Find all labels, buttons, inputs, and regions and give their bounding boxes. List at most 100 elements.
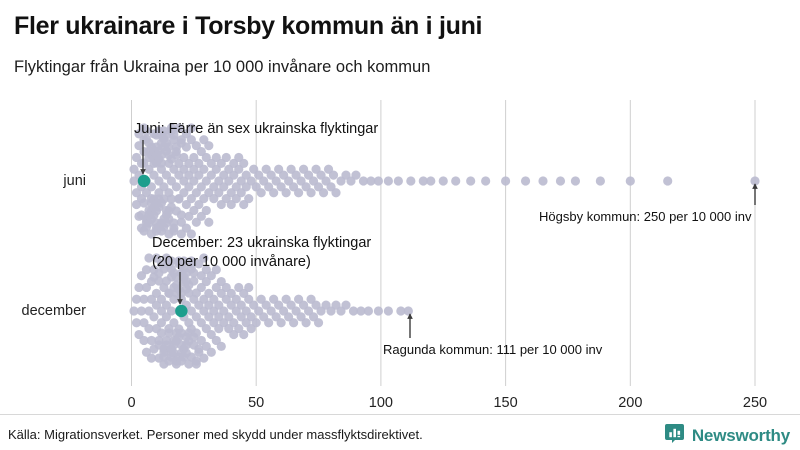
data-point (166, 306, 176, 316)
data-point (184, 359, 194, 369)
data-point (204, 217, 214, 227)
data-point (166, 256, 176, 266)
data-point (131, 294, 142, 304)
footer-divider (0, 414, 800, 415)
brand-name: Newsworthy (691, 426, 790, 445)
data-point (169, 318, 179, 328)
annotation-hogsby: Högsby kommun: 250 per 10 000 inv (539, 209, 752, 224)
x-tick-150: 150 (493, 395, 518, 411)
data-point (146, 335, 157, 346)
data-point (301, 318, 311, 328)
source-note: Källa: Migrationsverket. Personer med sk… (8, 427, 423, 442)
data-point (186, 256, 196, 266)
data-point (186, 123, 196, 133)
data-point (189, 276, 199, 286)
data-point (244, 194, 254, 204)
data-point (139, 335, 149, 346)
data-point (403, 306, 413, 316)
annotation-ragunda: Ragunda kommun: 111 per 10 000 inv (383, 342, 603, 357)
data-point (264, 318, 274, 328)
annotation-december: December: 23 ukrainska flyktingar (20 per… (152, 234, 371, 272)
data-point (341, 300, 351, 310)
data-point (366, 176, 376, 186)
data-point (313, 318, 324, 328)
data-point (393, 176, 403, 186)
page-title: Fler ukrainare i Torsby kommun än i juni (14, 12, 483, 40)
annotation-juni: Juni: Färre än sex ukrainska flyktingar (134, 121, 379, 137)
x-tick-250: 250 (742, 395, 768, 411)
data-point (438, 176, 448, 186)
data-point (358, 176, 369, 186)
data-point (141, 126, 152, 136)
data-point (750, 176, 760, 186)
data-point (176, 210, 186, 220)
data-point (396, 306, 406, 316)
data-point (328, 170, 339, 180)
data-point (184, 288, 194, 298)
y-axis-label-juni: juni (63, 173, 86, 189)
dot-group-december (129, 253, 413, 369)
annotation-december-line2: (20 per 10 000 invånare) (152, 254, 311, 270)
data-point (211, 265, 221, 275)
data-point (171, 150, 181, 160)
x-tick-50: 50 (248, 395, 265, 411)
data-point (186, 229, 196, 239)
data-point (239, 158, 249, 168)
highlight-point-juni (137, 174, 151, 188)
data-point (159, 194, 169, 204)
data-point (174, 194, 184, 204)
data-point (169, 226, 179, 236)
data-point (131, 318, 142, 328)
data-point (169, 130, 179, 140)
data-point (406, 176, 416, 186)
data-point (331, 188, 341, 198)
bar-chart-bubble-icon (664, 423, 686, 449)
data-point (164, 142, 174, 152)
data-point (134, 282, 144, 293)
data-point (164, 328, 174, 338)
data-point (289, 318, 299, 328)
data-point (520, 176, 531, 186)
data-point (351, 170, 361, 180)
chart-subtitle: Flyktingar från Ukraina per 10 000 invån… (14, 58, 431, 76)
data-point (294, 188, 304, 198)
data-point (141, 265, 152, 275)
data-point (451, 176, 461, 186)
x-tick-0: 0 (127, 395, 136, 411)
data-point (363, 306, 374, 316)
data-point (206, 347, 216, 357)
data-point (146, 182, 157, 192)
data-point (181, 142, 191, 152)
data-point (199, 164, 209, 174)
data-point (199, 353, 209, 363)
data-point (555, 176, 566, 186)
data-point (169, 218, 179, 228)
data-point (171, 182, 181, 192)
data-point (318, 188, 329, 198)
data-point (276, 318, 286, 328)
data-point (306, 188, 316, 198)
data-point (383, 176, 393, 186)
data-point (256, 188, 266, 198)
data-point (136, 306, 147, 316)
y-axis-label-december: december (21, 303, 86, 319)
data-point (139, 198, 149, 208)
data-point (174, 123, 184, 133)
data-point (466, 176, 476, 186)
data-point (356, 306, 366, 316)
data-point (189, 268, 199, 278)
data-point (199, 253, 209, 263)
dot-group-juni (129, 123, 760, 239)
data-point (166, 194, 176, 204)
data-point (129, 306, 139, 316)
data-point (570, 176, 581, 186)
data-point (221, 152, 231, 163)
data-point (191, 356, 201, 366)
data-point (194, 344, 204, 354)
data-point (538, 176, 548, 186)
data-point (239, 329, 249, 340)
x-tick-200: 200 (618, 395, 643, 411)
data-point (154, 276, 164, 286)
data-point (191, 328, 201, 338)
